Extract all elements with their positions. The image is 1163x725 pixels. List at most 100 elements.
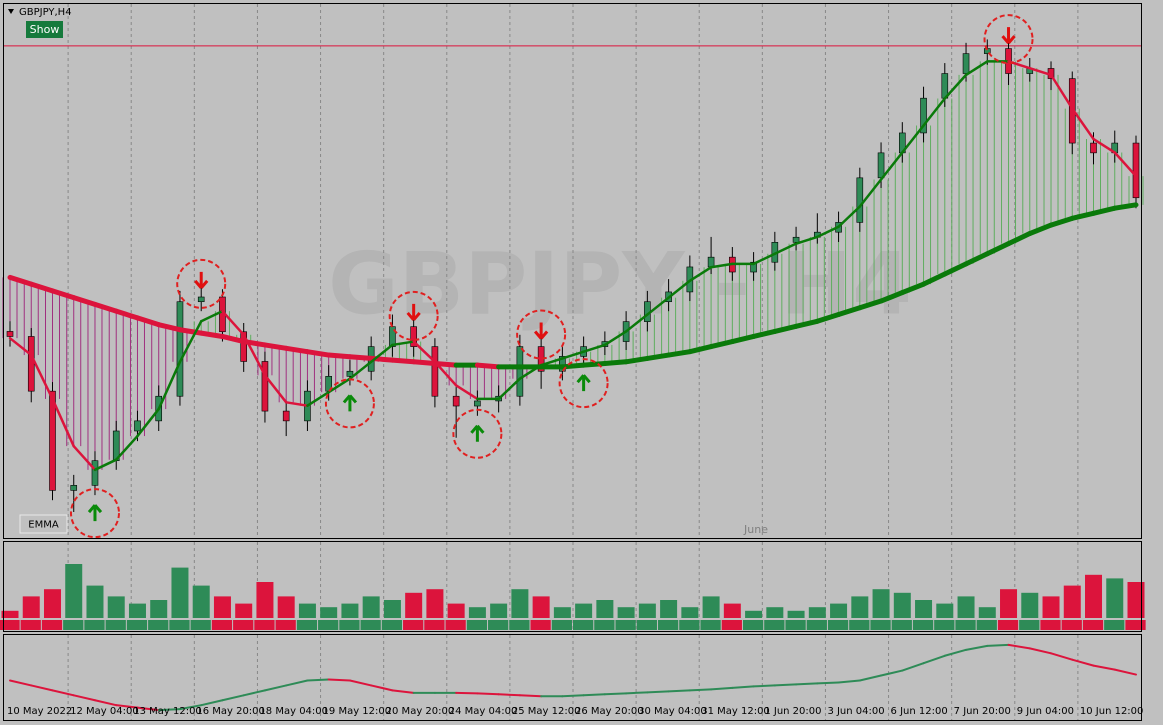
volume-bar [830,603,848,618]
oscillator-line [816,681,840,685]
volume-bar [638,603,656,618]
fast-ma [327,377,352,394]
candle-body [792,236,800,243]
fast-ma [561,350,585,360]
direction-cell [827,620,849,630]
fast-ma [284,401,309,407]
fast-ma [1049,73,1074,110]
direction-cell [445,620,466,630]
menu-arrow[interactable] [8,9,14,14]
fast-ma [1028,66,1053,77]
signal-circle [324,378,375,429]
fast-ma [879,151,904,181]
direction-cell [1019,620,1040,630]
indicator-box[interactable] [19,514,68,534]
volume-bar [298,603,316,618]
fast-ma [1092,137,1117,154]
fast-ma [263,374,288,404]
volume-bar [22,596,40,618]
direction-cell [466,620,488,630]
slow-ma [899,281,927,296]
volume-bar [128,603,146,618]
fast-ma [412,340,437,364]
volume-bar [468,607,486,618]
fast-ma [539,357,564,367]
oscillator-line [986,643,1010,647]
oscillator-line [242,689,266,697]
x-tick-label: 19 May 12:00 [323,706,392,717]
fast-ma [518,363,543,380]
signal-circle [558,358,609,409]
oscillator-line [1050,652,1074,661]
oscillator-line [1007,643,1031,650]
volume-bar [787,610,805,618]
volume-bar [532,596,550,618]
slow-ma [793,318,820,329]
direction-cell [573,620,594,630]
direction-cell [1061,620,1082,630]
fast-ma [72,444,97,472]
show-button-label[interactable]: Show [30,23,60,36]
direction-cell [190,620,211,630]
buy-arrow [576,374,591,392]
slow-ma [772,323,799,334]
slow-ma [156,322,183,333]
slow-ma [623,355,650,365]
candle-body [27,336,35,392]
oscillator-line [710,686,734,691]
oscillator-line [51,689,75,697]
oscillator-line [773,683,798,687]
direction-cell [424,620,445,630]
slow-ma [751,328,778,339]
volume-bar [86,585,104,618]
candle-body [474,400,481,407]
fast-ma [646,296,670,316]
oscillator-line [136,706,160,712]
volume-bar [575,603,593,618]
volume-bar [617,607,635,618]
direction-cell [105,620,126,630]
oscillator-line [837,679,861,684]
fast-ma [709,262,734,269]
slow-ma [134,315,162,328]
oscillator-line [582,693,606,697]
fast-ma [582,343,607,353]
fast-ma [114,434,139,461]
direction-cell [530,620,551,630]
oscillator-line [667,689,691,693]
fast-ma [369,343,394,364]
oscillator-line [263,684,288,692]
candle-body [1132,142,1140,199]
slow-ma [474,362,502,370]
oscillator-line [391,689,415,694]
fast-ma [454,384,479,401]
slow-ma [411,359,438,366]
slow-ma [1069,210,1097,221]
slow-ma [432,360,459,368]
slow-ma [7,274,34,287]
direction-cell [679,620,700,630]
direction-cell [636,620,657,630]
oscillator-line [476,692,500,696]
show-button[interactable] [26,21,63,38]
x-tick-label: 18 May 04:00 [259,706,328,717]
volume-bar [256,582,274,618]
oscillator-line [1092,664,1116,671]
candle-body [559,356,566,372]
fast-ma [221,309,245,337]
oscillator-line [30,684,54,692]
slow-ma [1112,202,1139,211]
month-label: June [743,523,768,536]
candle-body [452,395,460,407]
direction-cell [615,620,636,630]
direction-cell [41,620,63,630]
direction-cell [806,620,827,630]
direction-cell [211,620,233,630]
slow-ma [283,345,310,355]
x-tick-label: 16 May 20:00 [196,706,265,717]
buy-arrow [342,394,358,412]
slow-ma [92,301,119,314]
oscillator-line [370,684,394,692]
direction-cell [63,620,84,630]
